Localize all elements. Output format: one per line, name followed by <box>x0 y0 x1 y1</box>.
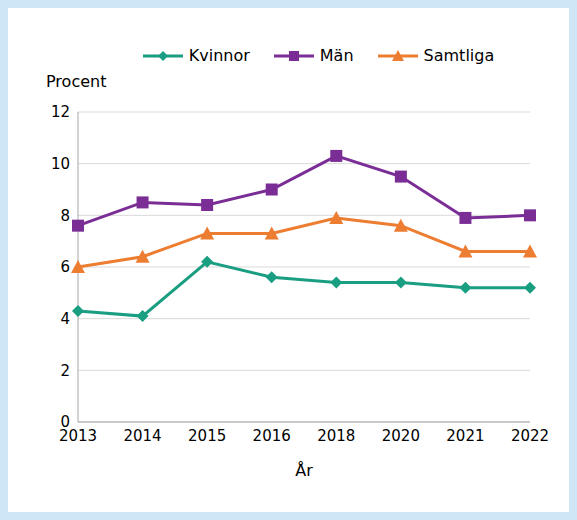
html-text:Samtliga: Samtliga <box>423 46 495 65</box>
svg-text:12: 12 <box>51 103 70 121</box>
svg-text:8: 8 <box>60 207 70 225</box>
svg-text:2015: 2015 <box>188 427 226 445</box>
svg-text:2013: 2013 <box>58 426 98 445</box>
svg-text:2014: 2014 <box>123 427 161 445</box>
svg-text:2018: 2018 <box>317 427 355 445</box>
svg-text:År: År <box>295 461 313 480</box>
svg-text:0: 0 <box>60 413 70 431</box>
svg-text:2016: 2016 <box>253 427 291 445</box>
svg-text:10: 10 <box>51 155 70 173</box>
svg-text:2020: 2020 <box>382 427 420 445</box>
svg-text:2: 2 <box>60 362 70 380</box>
svg-text:4: 4 <box>60 310 70 328</box>
svg-text:2021: 2021 <box>446 427 484 445</box>
html-text:Procent: Procent <box>46 72 107 91</box>
svg-text:2022: 2022 <box>511 427 549 445</box>
svg-text:6: 6 <box>60 258 70 276</box>
html-text:Kvinnor: Kvinnor <box>188 46 250 65</box>
html-text:Män: Män <box>319 46 354 65</box>
